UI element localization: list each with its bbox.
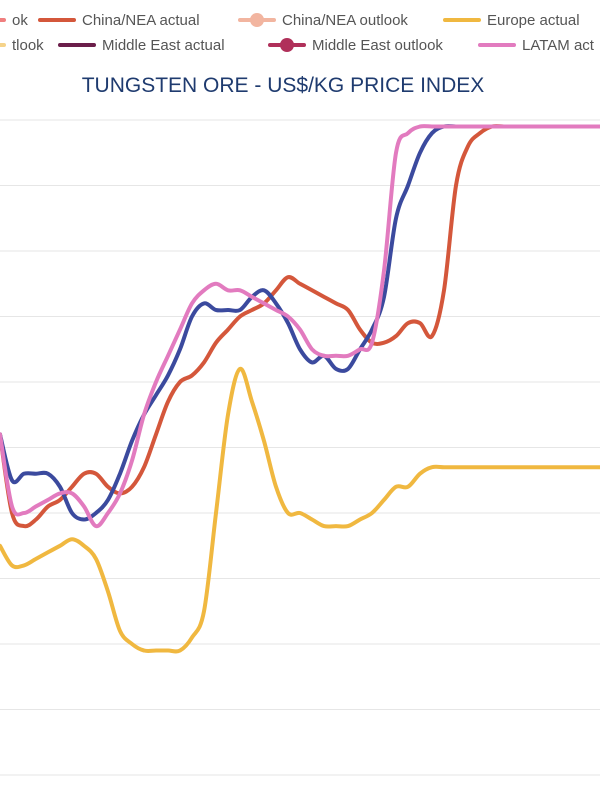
- legend-label: Middle East actual: [102, 37, 225, 54]
- legend: ok China/NEA actual China/NEA outlook Europ…: [0, 12, 595, 54]
- legend-item-1: China/NEA actual: [38, 12, 200, 29]
- chart-title: TUNGSTEN ORE - US$/KG PRICE INDEX: [82, 74, 485, 97]
- gridlines: [0, 119, 600, 776]
- legend-label: ok: [12, 12, 28, 29]
- legend-label: Middle East outlook: [312, 37, 443, 54]
- legend-label: China/NEA outlook: [282, 12, 408, 29]
- legend-item-7: LATAM act: [478, 37, 595, 54]
- legend-item-0: ok: [0, 12, 28, 29]
- legend-label: China/NEA actual: [82, 12, 200, 29]
- series-line-3: [0, 124, 600, 529]
- legend-item-5: Middle East actual: [58, 37, 225, 54]
- legend-label: tlook: [12, 37, 44, 54]
- legend-marker: [250, 13, 264, 27]
- series-lines: [0, 124, 600, 654]
- legend-label: LATAM act: [522, 37, 595, 54]
- legend-item-3: Europe actual: [443, 12, 580, 29]
- legend-label: Europe actual: [487, 12, 580, 29]
- legend-item-2: China/NEA outlook: [238, 12, 408, 29]
- legend-item-4: tlook: [0, 37, 44, 54]
- legend-item-6: Middle East outlook: [268, 37, 443, 54]
- legend-marker: [280, 38, 294, 52]
- series-line-2: [0, 366, 600, 654]
